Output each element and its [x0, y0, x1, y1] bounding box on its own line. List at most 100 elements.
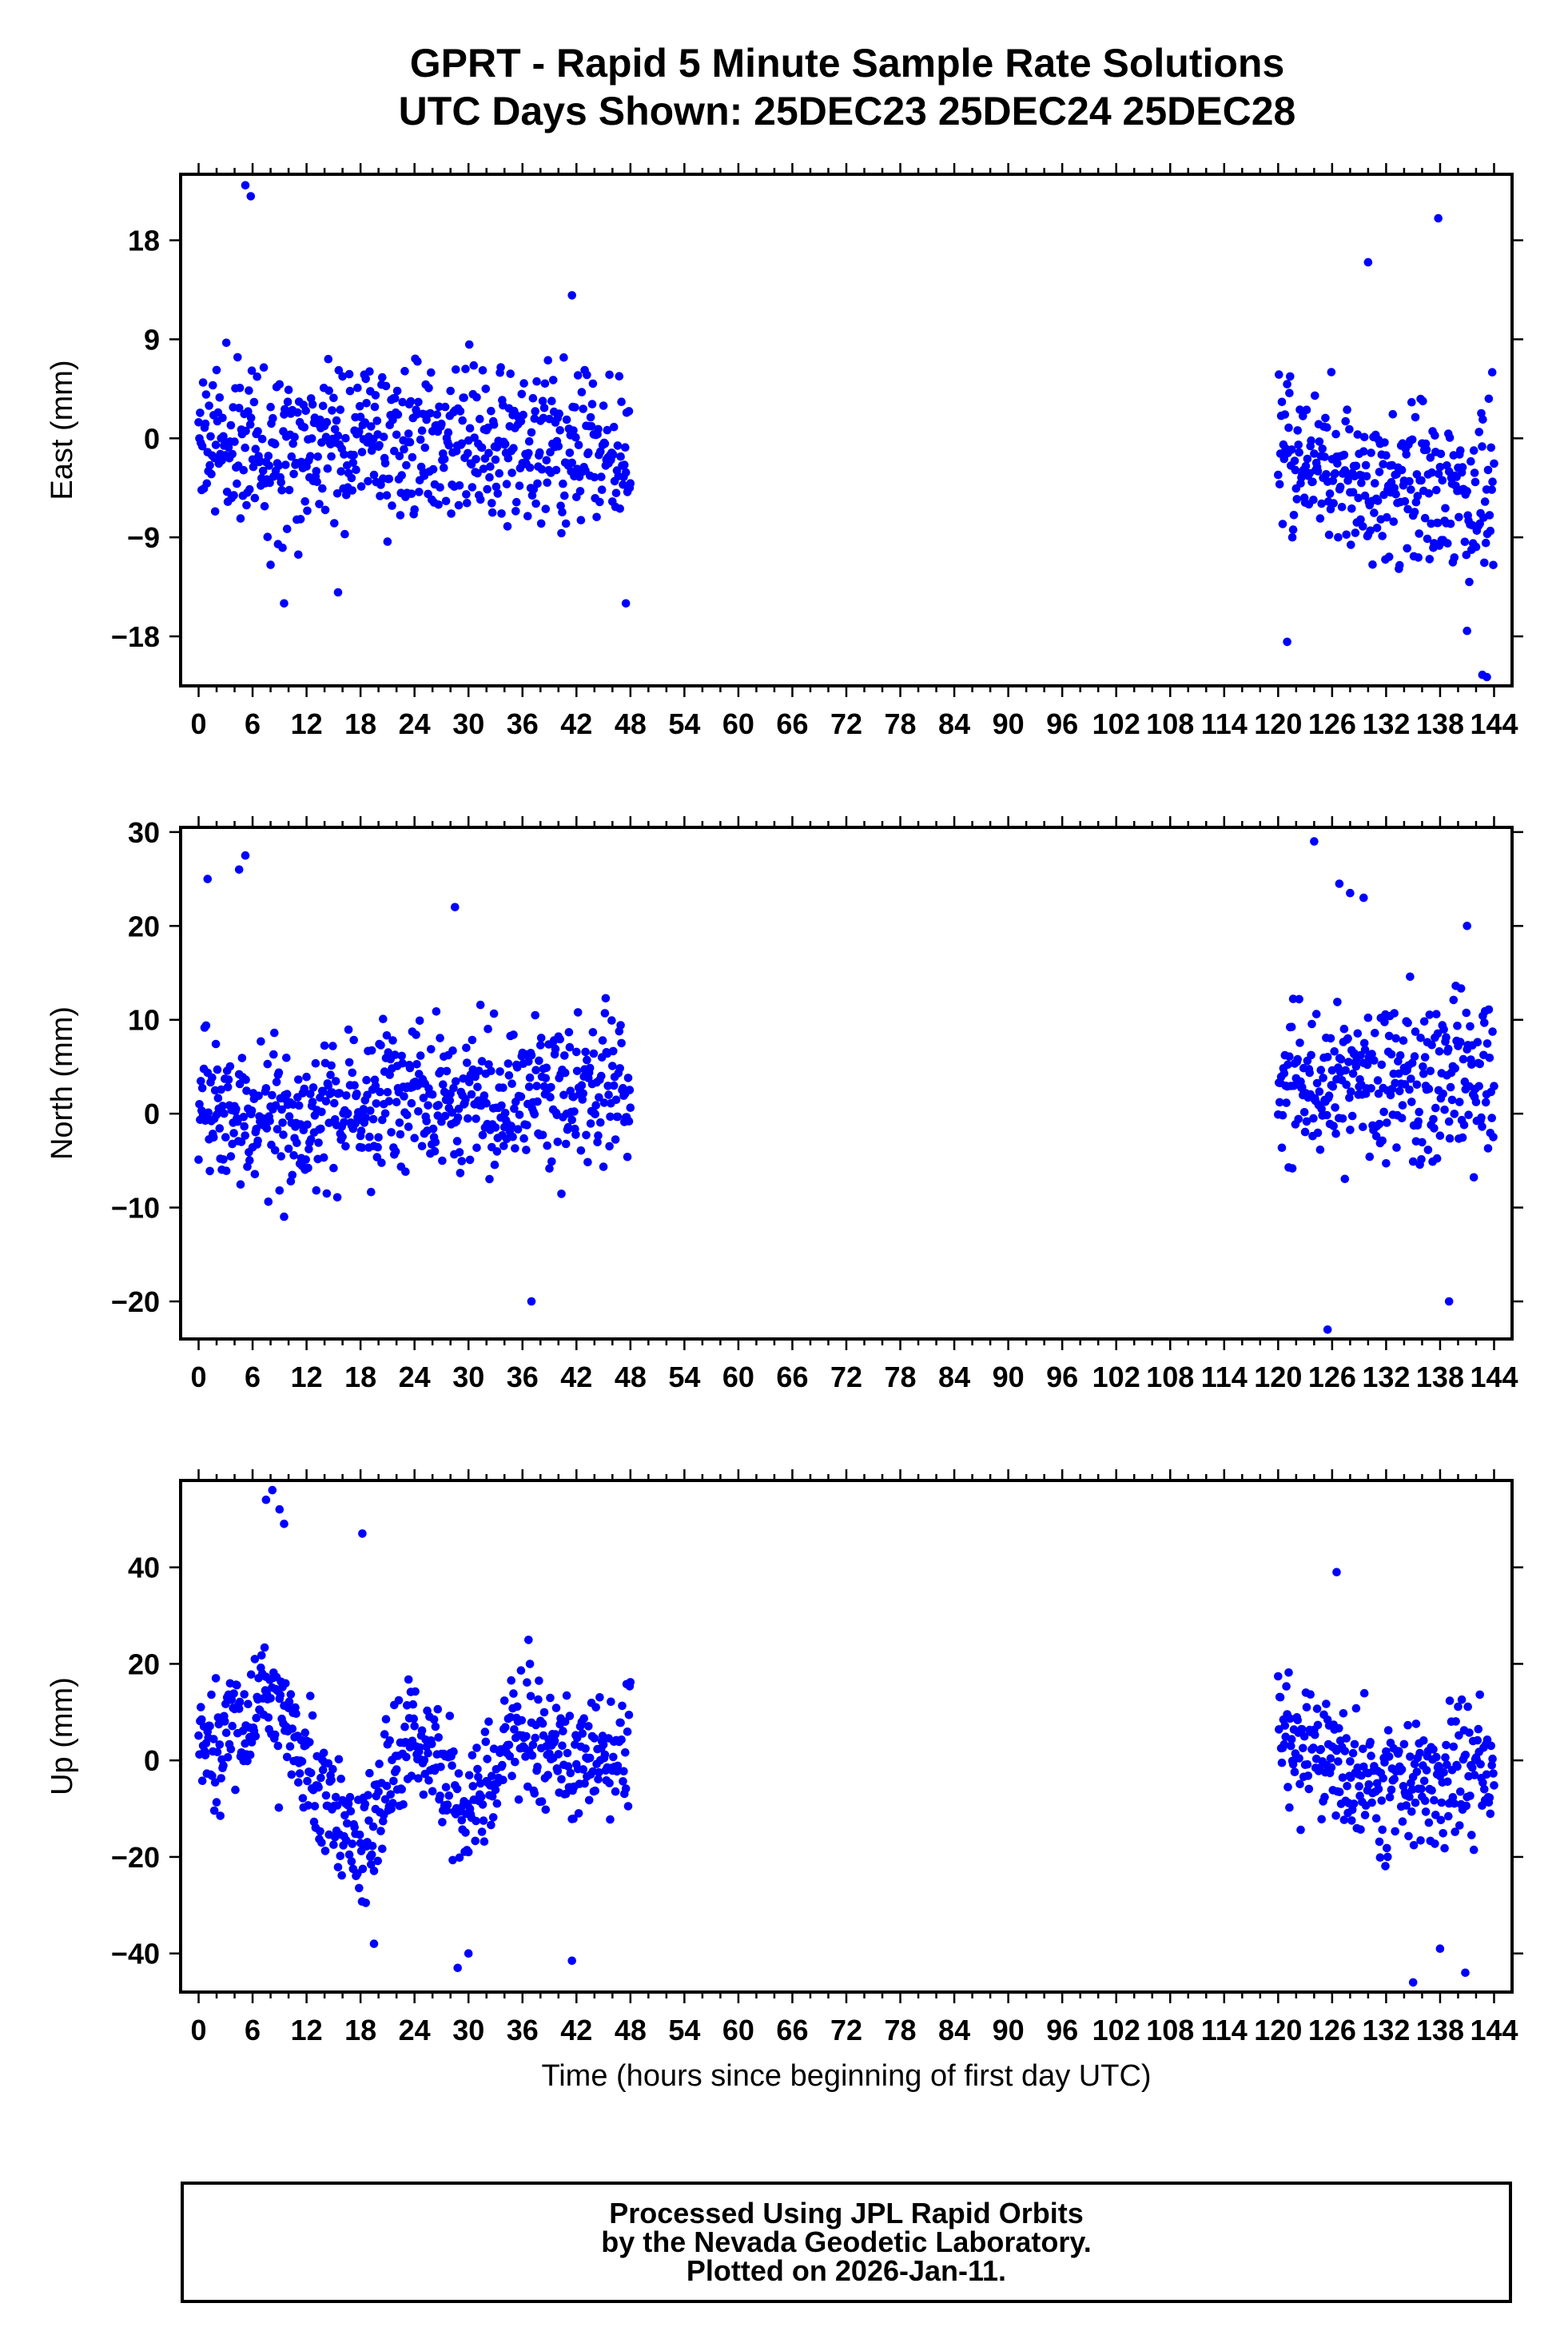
footer-line3: Plotted on 2026-Jan-11. — [686, 2254, 1007, 2287]
data-point — [1310, 449, 1319, 458]
data-point — [434, 500, 443, 509]
data-point — [331, 1077, 340, 1086]
data-point — [1476, 1759, 1485, 1769]
data-point — [1395, 1747, 1403, 1755]
y-tick-label: 40 — [128, 1552, 160, 1584]
data-point — [1406, 1752, 1415, 1761]
data-point — [1337, 503, 1347, 512]
data-point — [1391, 490, 1400, 499]
data-point — [1383, 1852, 1392, 1862]
data-point — [1375, 1853, 1385, 1862]
data-point — [392, 386, 402, 396]
data-point — [1295, 1779, 1304, 1789]
data-point — [530, 1110, 539, 1119]
data-point — [402, 460, 411, 470]
data-point — [221, 1133, 230, 1142]
data-point — [1377, 1060, 1387, 1070]
data-point — [444, 428, 453, 437]
data-point — [316, 1773, 325, 1783]
data-point — [209, 1133, 218, 1142]
data-point — [209, 1735, 218, 1743]
x-tick-label: 84 — [938, 707, 970, 740]
data-point — [364, 1816, 373, 1825]
data-point — [292, 1709, 300, 1718]
data-point — [436, 1763, 445, 1771]
data-point — [616, 1021, 625, 1030]
data-point — [368, 1842, 377, 1851]
data-point — [1481, 538, 1490, 548]
data-point — [1295, 994, 1303, 1004]
data-point — [1456, 1038, 1465, 1046]
data-point — [1410, 1052, 1419, 1061]
data-point — [1377, 1796, 1387, 1805]
x-tick-label: 138 — [1416, 1361, 1464, 1393]
data-point — [1307, 1019, 1316, 1029]
data-point — [273, 1741, 283, 1751]
data-point — [1278, 520, 1287, 528]
data-point — [330, 424, 340, 434]
data-point — [282, 1090, 292, 1098]
data-point — [1374, 1784, 1383, 1794]
data-point — [563, 1748, 572, 1758]
data-point — [322, 1189, 332, 1198]
data-point — [225, 1062, 235, 1071]
data-point — [1339, 1709, 1348, 1718]
data-point — [461, 365, 470, 373]
data-point — [289, 469, 298, 479]
data-point — [428, 464, 438, 474]
data-point — [247, 1738, 257, 1747]
data-point — [314, 1783, 323, 1792]
data-point — [348, 1068, 357, 1078]
y-tick-label: −40 — [111, 1938, 160, 1970]
data-point — [373, 1142, 383, 1152]
data-point — [429, 1715, 439, 1724]
data-point — [1387, 1785, 1396, 1795]
data-point — [575, 487, 585, 496]
data-point — [609, 1752, 618, 1762]
data-point — [569, 1814, 578, 1823]
data-point — [478, 366, 488, 375]
data-point — [1384, 1752, 1394, 1761]
data-point — [1274, 470, 1283, 480]
data-point-outlier — [261, 1495, 271, 1504]
data-point — [303, 506, 312, 516]
data-point — [558, 508, 567, 516]
data-point — [1444, 1044, 1453, 1054]
data-point — [1407, 1058, 1417, 1067]
data-point — [332, 1801, 342, 1810]
chart-title-line1: GPRT - Rapid 5 Minute Sample Rate Soluti… — [410, 41, 1285, 86]
data-point — [253, 427, 262, 436]
data-point — [340, 1118, 348, 1127]
data-point — [285, 1742, 295, 1751]
data-point — [289, 439, 298, 448]
data-point — [384, 474, 394, 484]
x-tick-label: 66 — [776, 1361, 808, 1393]
x-tick-label: 54 — [668, 707, 700, 740]
data-point — [1417, 1155, 1426, 1164]
data-point — [439, 1080, 448, 1089]
x-tick-label: 132 — [1362, 707, 1410, 740]
data-point — [316, 415, 324, 424]
data-point — [1391, 1827, 1399, 1836]
data-point — [565, 1711, 575, 1720]
data-point — [577, 388, 587, 396]
data-points — [194, 1485, 1498, 1987]
data-point — [1339, 1815, 1349, 1824]
data-point — [561, 1139, 571, 1149]
data-point — [428, 1124, 438, 1134]
data-point — [440, 402, 450, 412]
data-point — [617, 1038, 626, 1048]
data-point — [288, 1724, 297, 1733]
data-point — [217, 1774, 226, 1783]
data-point — [407, 1771, 416, 1780]
data-point — [424, 1101, 432, 1110]
data-point — [583, 370, 591, 380]
data-point — [205, 1721, 214, 1731]
data-point — [570, 1107, 579, 1116]
data-point — [197, 1776, 207, 1785]
data-point — [346, 1807, 356, 1816]
data-point — [301, 406, 311, 416]
data-point — [1289, 1082, 1299, 1090]
data-point — [381, 1715, 391, 1723]
data-point — [1303, 1759, 1312, 1769]
